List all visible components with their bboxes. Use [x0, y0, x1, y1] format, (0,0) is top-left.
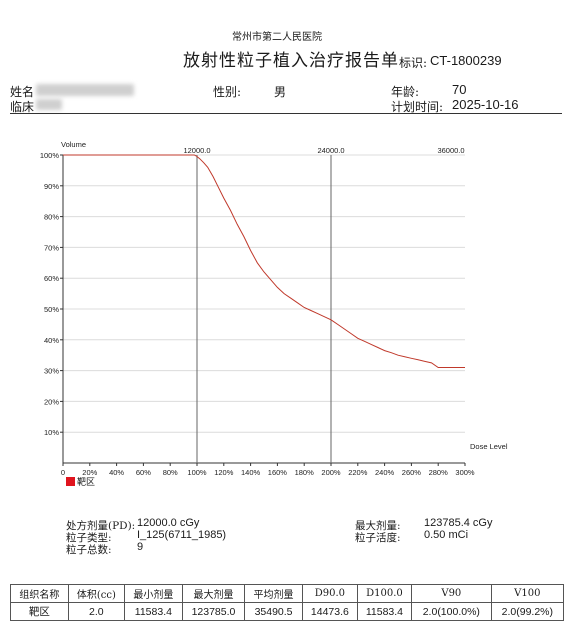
cell-max-dose: 123785.0 — [181, 602, 246, 621]
y-axis-title: Volume — [61, 140, 86, 149]
y-tick-label: 30% — [44, 367, 59, 376]
redacted-name — [36, 84, 134, 96]
pd-value: 12000.0 cGy — [137, 517, 200, 529]
cell-d100: 11583.4 — [356, 602, 412, 621]
cell-d90: 14473.6 — [301, 602, 358, 621]
col-v90: V90 — [410, 584, 492, 603]
pd-label: 处方剂量(PD): — [66, 520, 136, 532]
col-d90: D90.0 — [301, 584, 358, 603]
id-value: CT-1800239 — [430, 53, 502, 68]
id-label: 标识: — [399, 56, 428, 70]
x-tick-label: 180% — [295, 468, 315, 477]
seed-count-label: 粒子总数: — [66, 544, 112, 556]
top-dose-tick-label: 24000.0 — [317, 146, 344, 155]
y-tick-label: 50% — [44, 305, 59, 314]
x-tick-label: 80% — [163, 468, 178, 477]
plan-time-label: 计划时间: — [391, 100, 444, 114]
gender-value: 男 — [274, 85, 287, 99]
header-divider — [10, 113, 562, 114]
clinical-label: 临床 — [10, 100, 35, 114]
dvh-curve-target — [63, 154, 465, 368]
x-tick-label: 300% — [455, 468, 475, 477]
hospital-name: 常州市第二人民医院 — [232, 32, 322, 43]
dose-summary-table: 组织名称 体积(cc) 最小剂量 最大剂量 平均剂量 D90.0 D100.0 … — [10, 584, 565, 621]
legend-swatch-target — [66, 477, 75, 486]
x-tick-label: 200% — [321, 468, 341, 477]
report-title: 放射性粒子植入治疗报告单 — [183, 51, 399, 71]
activity-value: 0.50 mCi — [424, 529, 469, 541]
x-tick-label: 240% — [375, 468, 395, 477]
y-tick-label: 60% — [44, 274, 59, 283]
x-tick-label: 120% — [214, 468, 234, 477]
age-label: 年龄: — [391, 85, 420, 99]
x-tick-label: 40% — [109, 468, 124, 477]
seed-type-value: I_125(6711_1985) — [137, 529, 227, 541]
cell-min-dose: 11583.4 — [124, 602, 183, 621]
cell-v100: 2.0(99.2%) — [490, 602, 565, 621]
col-min-dose: 最小剂量 — [124, 584, 183, 603]
activity-label: 粒子活度: — [355, 532, 401, 544]
col-mean-dose: 平均剂量 — [244, 584, 303, 603]
x-tick-label: 20% — [82, 468, 97, 477]
col-max-dose: 最大剂量 — [181, 584, 246, 603]
top-dose-tick-label: 12000.0 — [183, 146, 210, 155]
col-v100: V100 — [490, 584, 565, 603]
y-tick-label: 20% — [44, 397, 59, 406]
x-tick-label: 260% — [402, 468, 422, 477]
legend-label-target: 靶区 — [77, 478, 96, 488]
x-axis-title: Dose Level — [470, 442, 508, 451]
max-dose-value: 123785.4 cGy — [424, 517, 493, 529]
x-tick-label: 280% — [429, 468, 449, 477]
gender-label: 性别: — [213, 85, 242, 99]
top-dose-tick-label: 36000.0 — [437, 146, 464, 155]
col-organ-name: 组织名称 — [10, 584, 69, 603]
seed-type-label: 粒子类型: — [66, 532, 112, 544]
name-label: 姓名 — [10, 85, 35, 99]
y-tick-label: 100% — [40, 151, 60, 160]
seed-count-value: 9 — [137, 541, 144, 553]
age-value: 70 — [452, 82, 467, 97]
x-tick-label: 220% — [348, 468, 368, 477]
plan-time-value: 2025-10-16 — [452, 97, 519, 112]
x-tick-label: 140% — [241, 468, 261, 477]
table-row: 靶区 2.0 11583.4 123785.0 35490.5 14473.6 … — [10, 602, 565, 621]
y-tick-label: 90% — [44, 182, 59, 191]
x-tick-label: 160% — [268, 468, 288, 477]
max-dose-label: 最大剂量: — [355, 520, 401, 532]
redacted-clinical — [36, 99, 62, 110]
y-tick-label: 40% — [44, 336, 59, 345]
y-tick-label: 70% — [44, 243, 59, 252]
dvh-chart: 100% 90% 80% 70% 60% 50% 40% 30% 20% 10% 0 20% 40% 60… — [40, 140, 508, 477]
y-tick-label: 10% — [44, 428, 59, 437]
x-tick-label: 60% — [136, 468, 151, 477]
x-tick-label: 100% — [187, 468, 207, 477]
y-tick-label: 80% — [44, 213, 59, 222]
x-tick-label: 0 — [61, 468, 65, 477]
cell-v90: 2.0(100.0%) — [410, 602, 492, 621]
col-volume: 体积(cc) — [67, 584, 126, 603]
table-header-row: 组织名称 体积(cc) 最小剂量 最大剂量 平均剂量 D90.0 D100.0 … — [10, 584, 565, 603]
col-d100: D100.0 — [356, 584, 412, 603]
cell-organ-name: 靶区 — [10, 602, 69, 621]
